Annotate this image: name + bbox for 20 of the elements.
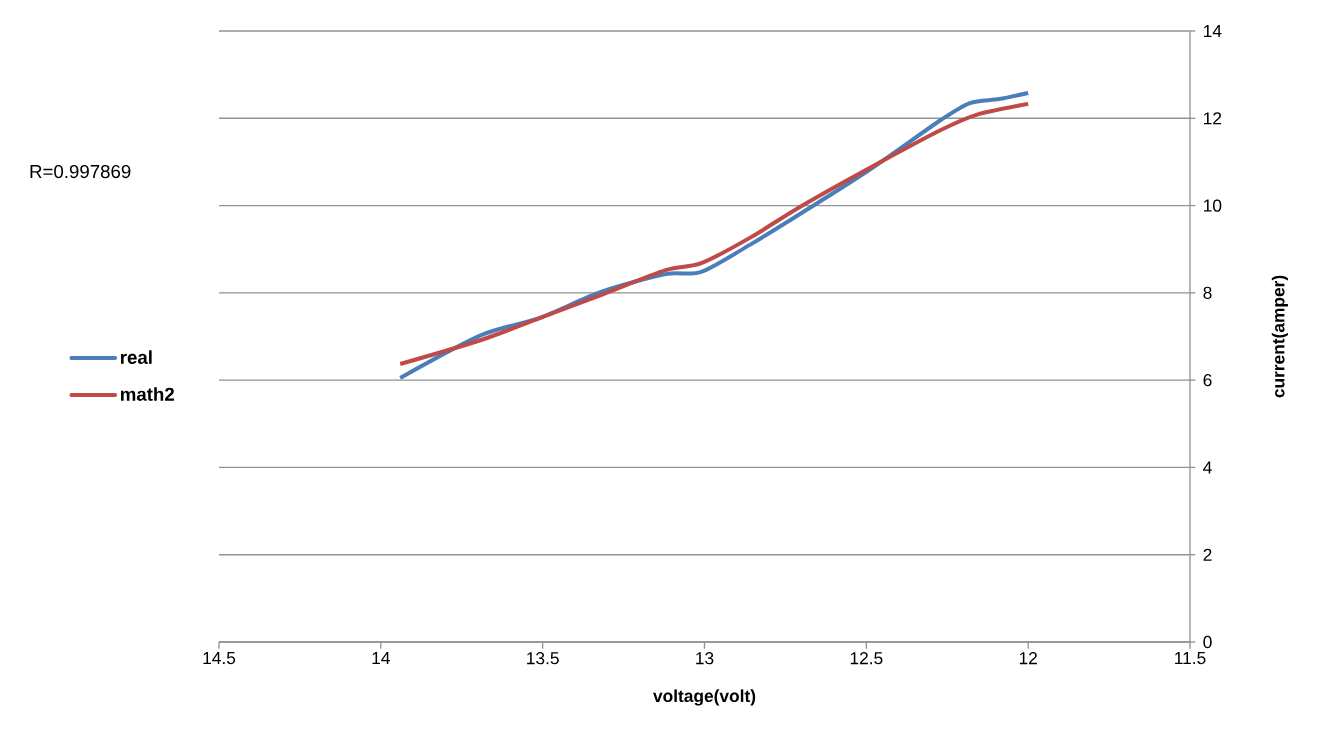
y-tick-label: 14 <box>1204 25 1222 37</box>
legend-label: real <box>120 350 152 365</box>
x-tick-label: 14 <box>372 652 390 664</box>
x-tick-label: 12.5 <box>850 652 883 665</box>
y-axis-title: current(amper) <box>1271 275 1288 398</box>
legend-label: math2 <box>120 387 174 401</box>
x-axis-title: voltage(volt) <box>653 689 756 706</box>
x-tick-label: 14.5 <box>203 652 236 665</box>
y-tick-label: 4 <box>1203 461 1212 474</box>
y-tick-label: 12 <box>1204 112 1222 125</box>
y-tick-label: 10 <box>1204 199 1222 212</box>
x-tick-label: 11.5 <box>1175 652 1206 665</box>
x-tick-label: 13 <box>696 652 714 665</box>
y-tick-label: 8 <box>1203 286 1212 299</box>
y-tick-label: 0 <box>1203 635 1212 649</box>
text: R=0.997869 <box>30 164 131 179</box>
x-tick-label: 13.5 <box>527 652 559 665</box>
y-tick-label: 2 <box>1203 548 1212 561</box>
y-tick-label: 6 <box>1203 374 1212 387</box>
x-tick-label: 12 <box>1019 652 1037 665</box>
